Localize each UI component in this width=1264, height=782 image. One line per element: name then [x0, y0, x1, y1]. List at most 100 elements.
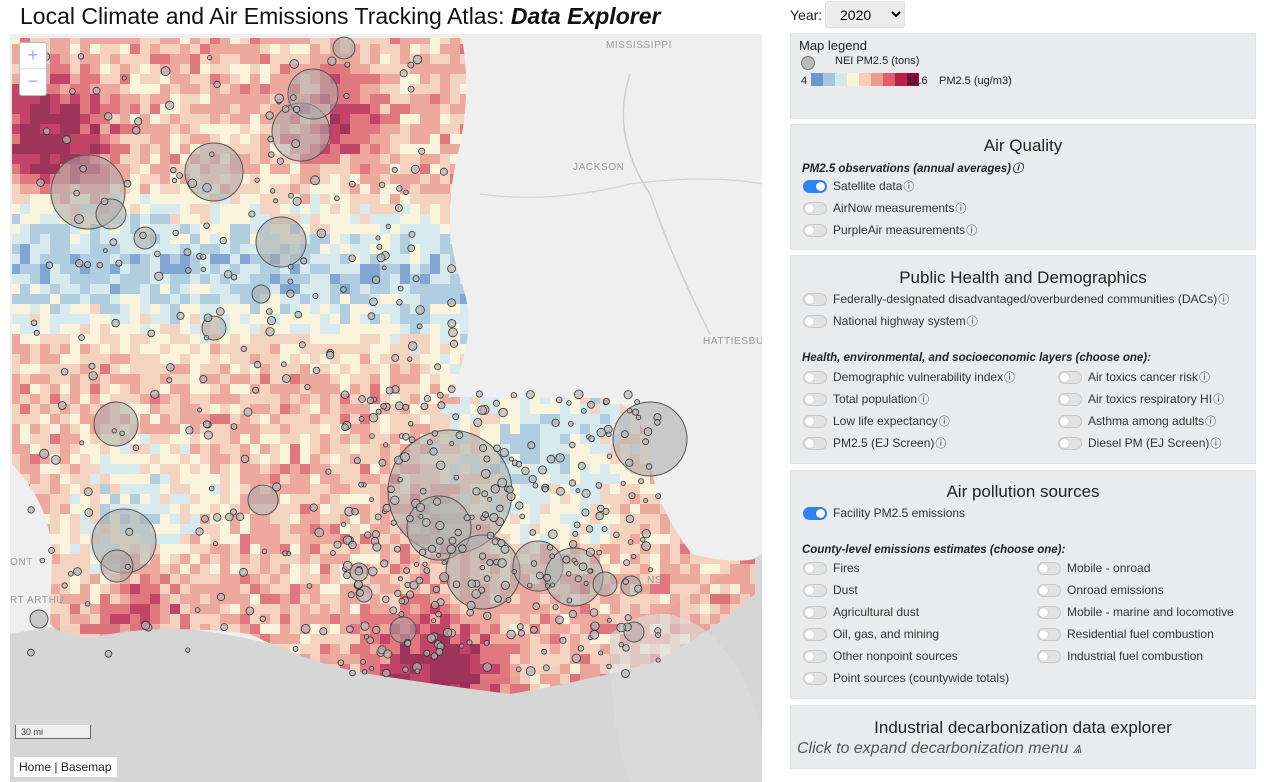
map-canvas[interactable]	[10, 34, 762, 782]
basemap-link[interactable]: Basemap	[60, 760, 112, 774]
info-icon[interactable]: ⓘ	[935, 438, 947, 450]
toggle-label: Fires	[833, 561, 860, 575]
toggle-pm25-ejscreen[interactable]: PM2.5 (EJ Screen) ⓘ	[803, 434, 946, 452]
facility-circle	[29, 609, 49, 629]
year-select[interactable]: 2020	[825, 1, 905, 28]
zoom-out-button[interactable]: −	[27, 71, 39, 91]
facility-dot	[483, 575, 491, 582]
toggle-switch-off[interactable]	[803, 314, 827, 328]
toggle-point-sources[interactable]: Point sources (countywide totals)	[803, 669, 1009, 687]
toggle-diesel-pm[interactable]: Diesel PM (EJ Screen) ⓘ	[1058, 434, 1221, 452]
facility-dot	[413, 562, 419, 568]
toggle-demographic-vulnerability[interactable]: Demographic vulnerability index ⓘ	[803, 368, 1015, 386]
toggle-switch-off[interactable]	[803, 392, 827, 406]
legend-ramp-swatch	[895, 73, 907, 86]
toggle-switch-off[interactable]	[803, 561, 827, 575]
info-icon[interactable]: ⓘ	[1199, 372, 1211, 384]
toggle-air-toxics-respiratory[interactable]: Air toxics respiratory HI ⓘ	[1058, 390, 1224, 408]
info-icon[interactable]: ⓘ	[1004, 372, 1016, 384]
facility-dot	[115, 259, 123, 267]
toggle-switch-off[interactable]	[803, 583, 827, 597]
toggle-purpleair[interactable]: PurpleAir measurements ⓘ	[803, 221, 977, 239]
facility-dot	[477, 405, 487, 416]
facility-dot	[449, 440, 455, 446]
toggle-air-toxics-cancer[interactable]: Air toxics cancer risk ⓘ	[1058, 368, 1210, 386]
facility-dot	[412, 54, 423, 65]
toggle-switch-off[interactable]	[1058, 370, 1082, 384]
toggle-oil-gas-mining[interactable]: Oil, gas, and mining	[803, 625, 939, 643]
toggle-asthma[interactable]: Asthma among adults ⓘ	[1058, 412, 1216, 430]
info-icon[interactable]: ⓘ	[1218, 294, 1230, 306]
toggle-label: Mobile - onroad	[1067, 561, 1151, 575]
info-icon[interactable]: ⓘ	[966, 316, 978, 328]
facility-dot	[292, 196, 302, 206]
facility-dot	[555, 615, 564, 625]
facility-dot	[423, 567, 431, 574]
facility-dot	[367, 566, 378, 577]
toggle-switch-on[interactable]	[803, 506, 827, 520]
expand-decarbonization-button[interactable]: Click to expand decarbonization menu ⩓	[797, 740, 1082, 758]
toggle-switch-off[interactable]	[803, 627, 827, 641]
info-icon[interactable]: ⓘ	[955, 203, 967, 215]
toggle-switch-off[interactable]	[803, 201, 827, 215]
toggle-switch-off[interactable]	[803, 414, 827, 428]
zoom-in-button[interactable]: +	[20, 43, 46, 69]
facility-dot	[398, 597, 406, 605]
toggle-switch-off[interactable]	[803, 292, 827, 306]
toggle-airnow[interactable]: AirNow measurements ⓘ	[803, 199, 966, 217]
toggle-highway[interactable]: National highway system ⓘ	[803, 312, 978, 330]
facility-dot	[510, 392, 517, 399]
facility-dot	[358, 415, 365, 422]
facility-dot	[573, 389, 584, 400]
toggle-mobile-marine-locomotive[interactable]: Mobile - marine and locomotive	[1037, 603, 1234, 621]
toggle-satellite-data[interactable]: Satellite data ⓘ	[803, 177, 914, 195]
facility-dot	[519, 513, 526, 520]
info-icon[interactable]: ⓘ	[903, 181, 915, 193]
toggle-switch-off[interactable]	[1037, 627, 1061, 641]
facility-dot	[349, 669, 356, 677]
toggle-switch-off[interactable]	[1058, 414, 1082, 428]
toggle-other-nonpoint[interactable]: Other nonpoint sources	[803, 647, 958, 665]
toggle-switch-off[interactable]	[803, 649, 827, 663]
info-icon[interactable]: ⓘ	[1213, 394, 1225, 406]
toggle-industrial-fuel[interactable]: Industrial fuel combustion	[1037, 647, 1203, 665]
facility-dot	[376, 253, 386, 263]
toggle-switch-off[interactable]	[1037, 583, 1061, 597]
toggle-residential-fuel[interactable]: Residential fuel combustion	[1037, 625, 1214, 643]
toggle-switch-on[interactable]	[803, 179, 827, 193]
toggle-switch-off[interactable]	[803, 605, 827, 619]
info-icon[interactable]: ⓘ	[1012, 163, 1023, 175]
map-view[interactable]: + − MISSISSIPPI JACKSON HATTIESBUR ONT R…	[10, 34, 762, 782]
facility-circle	[612, 401, 688, 477]
toggle-switch-off[interactable]	[1037, 561, 1061, 575]
toggle-facility-emissions[interactable]: Facility PM2.5 emissions	[803, 504, 965, 522]
toggle-switch-off[interactable]	[803, 671, 827, 685]
info-icon[interactable]: ⓘ	[1210, 438, 1222, 450]
toggle-switch-off[interactable]	[1058, 436, 1082, 450]
toggle-dust[interactable]: Dust	[803, 581, 858, 599]
legend-ramp-swatch	[835, 73, 847, 86]
toggle-low-life-expectancy[interactable]: Low life expectancy ⓘ	[803, 412, 950, 430]
toggle-switch-off[interactable]	[803, 436, 827, 450]
toggle-switch-off[interactable]	[1037, 605, 1061, 619]
info-icon[interactable]: ⓘ	[966, 225, 978, 237]
facility-dot	[432, 585, 440, 594]
legend-ramp-swatch	[859, 73, 871, 86]
toggle-mobile-onroad[interactable]: Mobile - onroad	[1037, 559, 1150, 577]
toggle-switch-off[interactable]	[803, 223, 827, 237]
toggle-agricultural-dust[interactable]: Agricultural dust	[803, 603, 919, 621]
toggle-switch-off[interactable]	[803, 370, 827, 384]
info-icon[interactable]: ⓘ	[1205, 416, 1217, 428]
facility-dot	[415, 502, 425, 512]
toggle-onroad-emissions[interactable]: Onroad emissions	[1037, 581, 1164, 599]
info-icon[interactable]: ⓘ	[938, 416, 950, 428]
toggle-dacs[interactable]: Federally-designated disadvantaged/overb…	[803, 290, 1229, 308]
facility-dot	[273, 198, 279, 204]
home-link[interactable]: Home	[19, 760, 52, 774]
facility-dot	[147, 329, 156, 338]
info-icon[interactable]: ⓘ	[918, 394, 930, 406]
toggle-total-population[interactable]: Total population ⓘ	[803, 390, 929, 408]
toggle-switch-off[interactable]	[1058, 392, 1082, 406]
toggle-fires[interactable]: Fires	[803, 559, 860, 577]
toggle-switch-off[interactable]	[1037, 649, 1061, 663]
